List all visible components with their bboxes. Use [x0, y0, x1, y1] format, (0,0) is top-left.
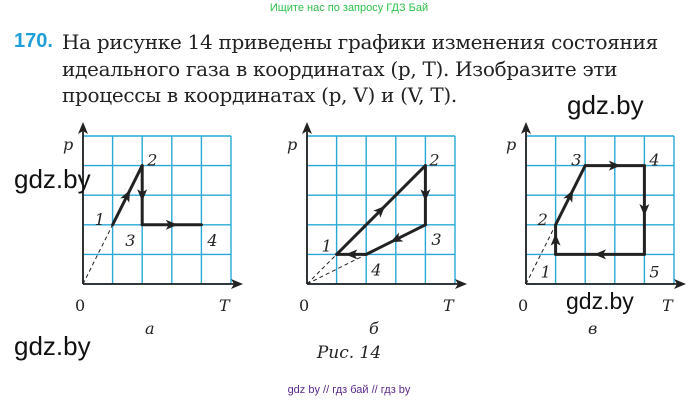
- arrowhead-icon: [455, 279, 467, 289]
- arrowhead-icon: [521, 122, 531, 134]
- arrowhead-icon: [302, 122, 312, 134]
- problem-text-line: идеального газа в координатах (p, T). Из…: [62, 57, 618, 81]
- x-axis-label: T: [443, 296, 455, 315]
- watermark: gdz.by: [566, 288, 634, 314]
- graph-3: p 0 Tв 1 2 3 4 5: [506, 122, 686, 338]
- state-point-label: 2: [428, 151, 439, 170]
- state-point-label: 4: [648, 151, 659, 170]
- origin-label: 0: [299, 296, 309, 315]
- arrowhead-icon: [345, 249, 358, 260]
- problem-text-line: процессы в координатах (p, V) и (V, T).: [62, 83, 457, 107]
- problem-text-line: На рисунке 14 приведены графики изменени…: [62, 30, 658, 54]
- search-banner[interactable]: Ищите нас по запросу ГДЗ Бай: [269, 2, 429, 14]
- arrowhead-icon: [639, 204, 650, 216]
- state-point-label: 1: [95, 210, 105, 229]
- state-point-label: 1: [322, 236, 332, 255]
- arrowhead-icon: [674, 279, 686, 289]
- arrowhead-icon: [563, 189, 574, 203]
- y-axis-label: p: [287, 135, 297, 154]
- state-point-label: 5: [649, 262, 659, 281]
- arrowhead-icon: [420, 189, 431, 202]
- state-point-label: 3: [431, 230, 441, 249]
- x-axis-label: T: [662, 296, 674, 315]
- state-point-label: 3: [571, 151, 581, 170]
- state-point-label: 1: [541, 262, 551, 281]
- y-axis-label: p: [63, 135, 73, 154]
- arrowhead-icon: [390, 232, 404, 243]
- watermark: gdz.by: [14, 164, 91, 194]
- graph-2: p 0 Tб 1 2 3 4: [287, 122, 467, 338]
- isochore-extension-dashed: [306, 254, 337, 285]
- arrowhead-icon: [78, 122, 88, 134]
- arrowhead-icon: [137, 189, 148, 202]
- x-axis-label: T: [219, 296, 231, 315]
- figure-caption: Рис. 14: [316, 343, 382, 363]
- arrowhead-icon: [594, 249, 606, 260]
- watermark: gdz.by: [14, 331, 91, 361]
- origin-label: 0: [75, 296, 85, 315]
- graph-label: в: [588, 319, 597, 338]
- graph-label: а: [145, 319, 155, 338]
- arrowhead-icon: [165, 219, 178, 230]
- state-point-label: 4: [206, 231, 217, 250]
- arrowhead-icon: [550, 233, 561, 246]
- graph-1: p 0 Tа 1 2 3 4: [63, 122, 243, 338]
- footer-links[interactable]: gdz by // гдз бай // гдз by: [287, 384, 411, 396]
- state-point-label: 3: [125, 231, 135, 250]
- watermark: gdz.by: [567, 90, 644, 120]
- state-point-label: 2: [146, 151, 157, 170]
- problem-number: 170.: [14, 30, 53, 52]
- arrowhead-icon: [373, 205, 386, 218]
- arrowhead-icon: [120, 189, 131, 203]
- graph-label: б: [369, 319, 379, 338]
- state-point-label: 4: [370, 260, 381, 279]
- arrowhead-icon: [608, 160, 621, 171]
- state-point-label: 2: [537, 210, 548, 229]
- origin-label: 0: [518, 296, 528, 315]
- arrowhead-icon: [231, 279, 243, 289]
- y-axis-label: p: [506, 135, 516, 154]
